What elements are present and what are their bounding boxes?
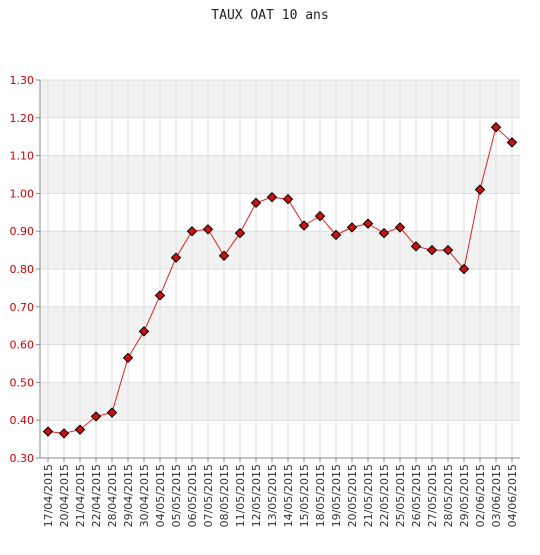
x-tick-label: 12/05/2015: [250, 464, 263, 527]
data-point: [458, 263, 470, 275]
data-point: [506, 137, 518, 148]
background-band: [40, 80, 520, 118]
x-tick-label: 03/06/2015: [490, 464, 503, 527]
data-point: [442, 244, 454, 256]
x-tick-label: 02/06/2015: [474, 464, 487, 527]
chart-title: TAUX OAT 10 ans: [211, 8, 328, 23]
y-tick-labels: 0.30 0.40 0.50 0.60 0.70 0.80 0.90 1.00 1.10 1.20…: [10, 74, 35, 465]
x-tick-label: 30/04/2015: [138, 464, 151, 527]
data-point: [378, 227, 390, 239]
y-tick-label: 0.90: [10, 225, 35, 238]
x-tick-label: 21/04/2015: [74, 464, 87, 527]
data-point: [186, 225, 198, 237]
data-point: [490, 122, 502, 133]
y-tick-label: 1.00: [10, 187, 35, 200]
data-point: [474, 184, 486, 195]
data-point: [346, 222, 358, 233]
x-tick-label: 06/05/2015: [186, 464, 199, 527]
x-tick-label: 17/04/2015: [42, 464, 55, 527]
x-tick-label: 28/05/2015: [442, 464, 455, 527]
data-point: [266, 191, 278, 203]
y-tick-label: 0.80: [10, 263, 35, 276]
data-point: [218, 250, 230, 261]
x-tick-label: 04/06/2015: [506, 464, 519, 527]
background-band: [40, 155, 520, 194]
axes: [36, 79, 520, 462]
x-tick-label: 22/04/2015: [90, 464, 103, 527]
x-tick-label: 25/05/2015: [394, 464, 407, 527]
y-tick-label: 0.60: [10, 339, 35, 352]
grid-lines: [40, 79, 520, 459]
background-band: [40, 382, 520, 421]
x-tick-label: 04/05/2015: [154, 464, 167, 527]
data-point: [138, 326, 150, 337]
data-point: [426, 244, 438, 256]
data-point: [234, 227, 246, 239]
x-tick-labels: 17/04/2015 20/04/2015 21/04/2015 22/04/2015…: [42, 464, 519, 527]
y-tick-label: 0.70: [10, 301, 35, 314]
data-point: [330, 229, 342, 241]
y-tick-label: 0.50: [10, 376, 35, 389]
data-point: [90, 411, 102, 422]
background-band: [40, 306, 520, 345]
x-tick-label: 29/04/2015: [122, 464, 135, 527]
data-point: [362, 218, 374, 229]
x-tick-label: 27/05/2015: [426, 464, 439, 527]
data-point: [394, 222, 406, 233]
y-tick-label: 0.30: [10, 452, 35, 465]
data-point: [58, 428, 70, 439]
x-tick-label: 22/05/2015: [378, 464, 391, 527]
data-point: [122, 352, 134, 364]
x-tick-label: 26/05/2015: [410, 464, 423, 527]
x-tick-label: 20/05/2015: [346, 464, 359, 527]
x-tick-label: 29/05/2015: [458, 464, 471, 527]
x-tick-label: 14/05/2015: [282, 464, 295, 527]
data-point: [282, 193, 294, 205]
x-tick-label: 05/05/2015: [170, 464, 183, 527]
x-tick-label: 11/05/2015: [234, 464, 247, 527]
data-point: [154, 290, 166, 301]
x-tick-label: 18/05/2015: [314, 464, 327, 527]
data-point: [42, 426, 54, 437]
data-point: [74, 424, 86, 435]
x-tick-label: 21/05/2015: [362, 464, 375, 527]
data-markers: [42, 122, 518, 439]
data-point: [410, 241, 422, 252]
y-tick-label: 1.30: [10, 74, 35, 87]
x-tick-label: 13/05/2015: [266, 464, 279, 527]
data-point: [170, 252, 182, 263]
y-tick-label: 0.40: [10, 414, 35, 427]
x-tick-label: 15/05/2015: [298, 464, 311, 527]
y-tick-label: 1.10: [10, 150, 35, 163]
data-point: [298, 220, 310, 231]
data-point: [202, 224, 214, 235]
y-tick-label: 1.20: [10, 112, 35, 125]
x-tick-label: 19/05/2015: [330, 464, 343, 527]
x-tick-label: 07/05/2015: [202, 464, 215, 527]
x-tick-label: 20/04/2015: [58, 464, 71, 527]
data-point: [314, 210, 326, 222]
x-tick-label: 28/04/2015: [106, 464, 119, 527]
data-point: [250, 197, 262, 209]
data-point: [106, 407, 118, 418]
x-tick-label: 08/05/2015: [218, 464, 231, 527]
